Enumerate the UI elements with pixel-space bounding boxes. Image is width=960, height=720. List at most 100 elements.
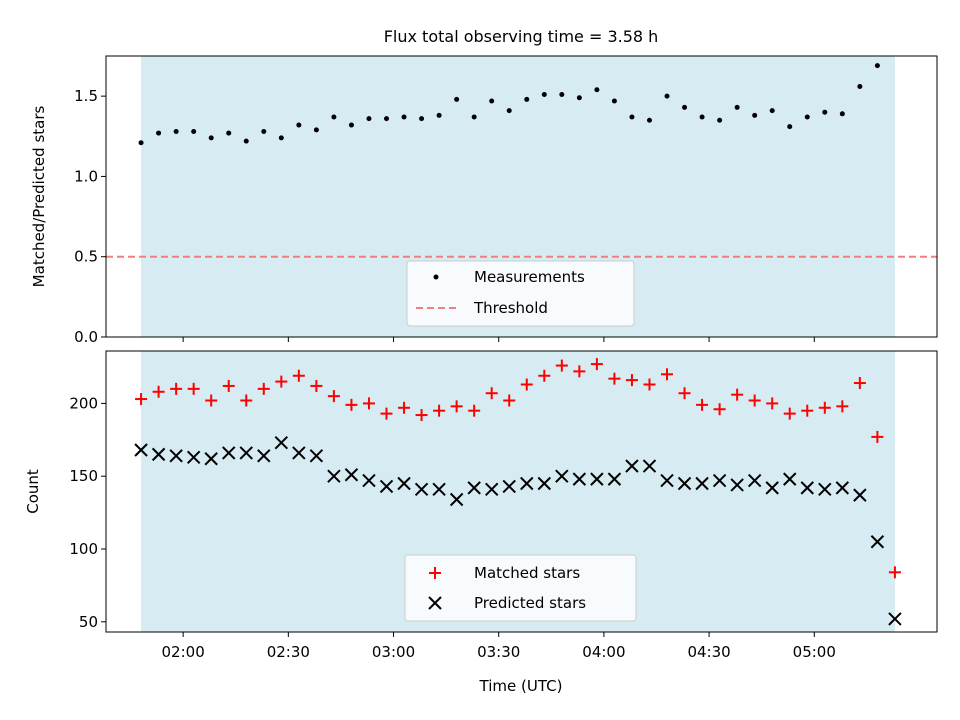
matched-stars-point xyxy=(415,409,428,422)
matched-stars-point xyxy=(836,400,849,413)
count-x-ticks: 02:00 02:30 03:00 03:30 04:00 04:30 05:00 xyxy=(162,632,836,661)
measurement-point xyxy=(436,112,442,118)
measurement-point xyxy=(682,104,688,110)
matched-stars-point xyxy=(696,398,709,411)
y-tick-label: 0.0 xyxy=(74,328,98,346)
measurement-point xyxy=(717,117,723,123)
predicted-stars-point xyxy=(432,482,446,497)
matched-stars-point xyxy=(310,379,323,392)
matched-stars-point xyxy=(818,401,831,414)
measurement-point xyxy=(611,98,617,104)
matched-stars-point xyxy=(573,365,586,378)
measurement-point xyxy=(296,122,302,128)
matched-stars-point xyxy=(327,390,340,403)
legend-predicted-marker xyxy=(428,596,442,610)
predicted-stars-point xyxy=(151,447,166,462)
x-axis-label: Time (UTC) xyxy=(479,677,563,695)
predicted-stars-point xyxy=(467,481,481,495)
measurement-point xyxy=(208,135,214,141)
count-axes-frame xyxy=(105,350,938,633)
ratio-legend-box xyxy=(406,260,635,327)
count-points xyxy=(134,358,902,626)
ratio-y-ticks: 0.0 0.5 1.0 1.5 xyxy=(74,87,106,346)
measurement-point xyxy=(769,108,775,114)
predicted-stars-point xyxy=(607,472,622,486)
matched-stars-point xyxy=(433,404,446,417)
predicted-stars-point xyxy=(309,449,324,463)
y-tick-label: 100 xyxy=(69,540,98,558)
predicted-stars-point xyxy=(379,479,394,494)
legend-measurements-label: Measurements xyxy=(474,268,585,286)
predicted-stars-point xyxy=(257,449,271,463)
measurement-point xyxy=(506,108,512,114)
matched-stars-point xyxy=(135,393,148,406)
measurement-point xyxy=(261,128,267,134)
predicted-stars-point xyxy=(327,469,341,483)
measurement-point xyxy=(699,114,705,120)
measurement-point xyxy=(384,116,390,122)
matched-stars-point xyxy=(485,387,498,400)
predicted-stars-point xyxy=(800,481,814,495)
measurement-point xyxy=(331,114,337,120)
x-tick-label: 03:30 xyxy=(477,643,520,661)
matched-stars-point xyxy=(380,407,393,420)
x-tick-label: 03:00 xyxy=(372,643,415,661)
count-legend-box xyxy=(404,554,637,622)
predicted-stars-point xyxy=(344,468,359,482)
matched-stars-point xyxy=(783,407,796,420)
matched-stars-point xyxy=(871,430,884,443)
matched-stars-point xyxy=(398,401,411,414)
predicted-stars-point xyxy=(870,535,885,549)
matched-stars-point xyxy=(205,394,218,407)
matched-stars-point xyxy=(170,382,183,395)
ratio-x-ticks xyxy=(182,337,815,342)
measurement-point xyxy=(366,116,372,122)
matched-stars-point xyxy=(853,377,866,390)
x-tick-label: 04:30 xyxy=(687,643,730,661)
predicted-stars-point xyxy=(590,472,604,486)
matched-stars-point xyxy=(590,358,603,371)
predicted-stars-point xyxy=(853,488,867,502)
predicted-stars-point xyxy=(239,446,253,460)
predicted-stars-point xyxy=(783,472,797,486)
matched-stars-point xyxy=(661,368,674,381)
measurement-point xyxy=(734,104,740,110)
legend-measurements-marker xyxy=(433,274,439,280)
predicted-stars-point xyxy=(572,472,587,486)
predicted-stars-point xyxy=(362,473,376,488)
matched-stars-point xyxy=(362,397,375,410)
matched-stars-point xyxy=(643,378,656,391)
measurement-point xyxy=(839,111,845,117)
predicted-stars-point xyxy=(818,482,832,497)
predicted-stars-point xyxy=(642,459,657,473)
matched-stars-point xyxy=(801,404,814,417)
predicted-stars-point xyxy=(677,476,692,491)
ratio-panel: 0.0 0.5 1.0 1.5 Matched/Predicted stars Mea… xyxy=(30,55,938,346)
chart-title: Flux total observing time = 3.58 h xyxy=(384,27,659,46)
y-tick-label: 1.5 xyxy=(74,87,98,105)
measurement-point xyxy=(454,96,460,102)
matched-stars-point xyxy=(678,387,691,400)
matched-stars-point xyxy=(450,400,463,413)
ratio-y-axis-label: Matched/Predicted stars xyxy=(30,106,48,288)
x-tick-label: 02:00 xyxy=(162,643,205,661)
measurement-points xyxy=(138,63,880,146)
count-y-ticks: 50 100 150 200 xyxy=(69,394,106,631)
count-y-axis-label: Count xyxy=(24,469,42,514)
x-tick-label: 04:00 xyxy=(582,643,625,661)
measurement-point xyxy=(156,130,162,136)
predicted-stars-point xyxy=(502,479,516,494)
matched-stars-point xyxy=(608,372,621,385)
measurement-point xyxy=(822,109,828,115)
predicted-stars-point xyxy=(397,476,411,491)
y-tick-label: 150 xyxy=(69,467,98,485)
predicted-stars-point xyxy=(660,473,674,488)
measurement-point xyxy=(559,92,565,98)
predicted-stars-point xyxy=(414,482,429,497)
measurement-point xyxy=(752,112,758,118)
predicted-stars-point xyxy=(520,476,534,491)
matched-stars-point xyxy=(766,397,779,410)
matched-stars-point xyxy=(257,382,270,395)
matched-stars-point xyxy=(731,388,744,401)
